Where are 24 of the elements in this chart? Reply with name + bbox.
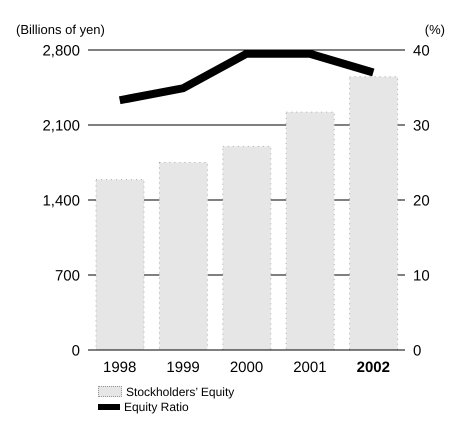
y-tick-label: 1,400 [42, 192, 80, 210]
y2-tick-label: 30 [413, 117, 430, 134]
x-tick-label: 1998 [103, 359, 136, 376]
legend-label: Equity Ratio [124, 400, 189, 414]
y2-tick-label: 10 [413, 267, 430, 284]
text: Stockholders’ Equity [126, 384, 234, 398]
y-tick-label: 700 [54, 267, 80, 284]
y2-tick-label: 20 [413, 192, 430, 210]
y-tick-label: 2,100 [42, 117, 80, 134]
x-tick-label: 1999 [166, 359, 200, 376]
y-tick-label: 0 [72, 342, 80, 360]
x-tick-label: 2001 [293, 359, 327, 376]
bar [222, 146, 272, 350]
bar [286, 112, 335, 350]
x-tick-label: 2002 [356, 359, 390, 376]
bar [96, 179, 144, 350]
x-tick-label: 2000 [230, 359, 264, 376]
y2-tick-label: 40 [413, 42, 430, 60]
y2-axis-title: (%) [424, 22, 445, 39]
y-axis-title: (Billions of yen) [16, 22, 105, 39]
y-tick-label: 2,800 [42, 42, 80, 60]
bar [349, 76, 398, 350]
y2-tick-label: 0 [413, 342, 422, 360]
bar [158, 162, 208, 350]
